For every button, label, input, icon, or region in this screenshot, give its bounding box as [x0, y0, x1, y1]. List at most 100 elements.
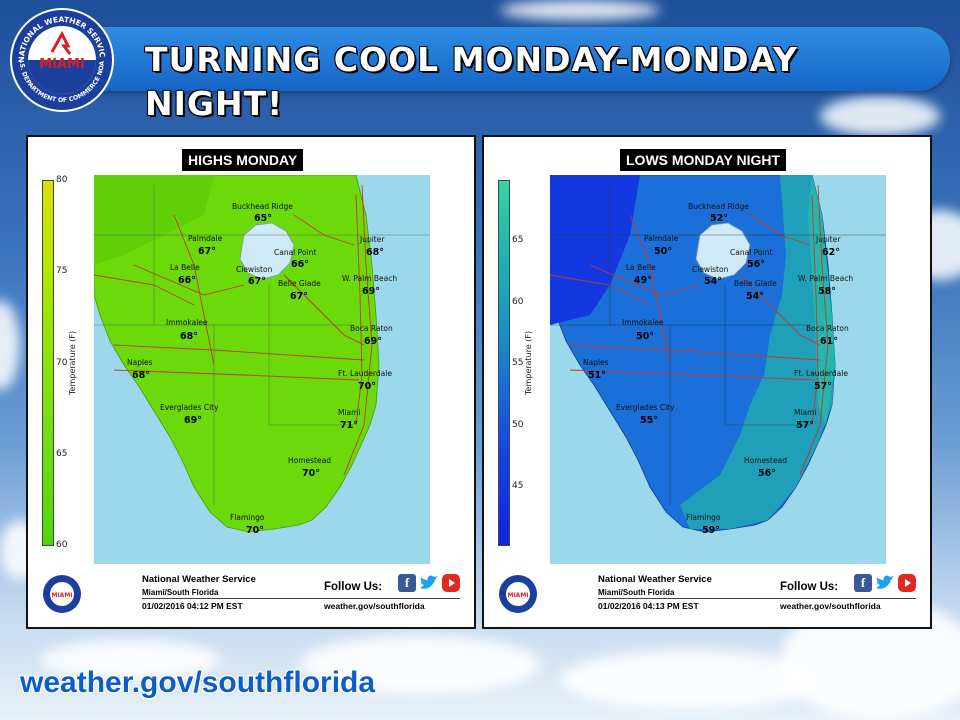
city-name: W. Palm Beach	[798, 274, 853, 283]
facebook-icon[interactable]: f	[398, 574, 416, 592]
city-temp: 70°	[246, 525, 264, 536]
twitter-icon[interactable]	[875, 574, 895, 592]
city-name: Ft. Lauderdale	[794, 369, 848, 378]
nws-office: Miami/South Florida	[142, 588, 219, 597]
city-temp: 49°	[634, 275, 652, 286]
city-temp: 66°	[178, 275, 196, 286]
city-temp: 61°	[820, 336, 838, 347]
cloud	[40, 640, 220, 680]
lows-map-panel: LOWS MONDAY NIGHT 65 60 55 50 45 Tempera…	[482, 135, 932, 629]
city-temp: 54°	[746, 291, 764, 302]
road-network	[94, 184, 373, 476]
footer-website[interactable]: weather.gov/southflorida	[780, 601, 881, 611]
city-name: Canal Point	[274, 248, 316, 257]
scale-tick: 60	[56, 540, 68, 550]
city-temp: 52°	[710, 213, 728, 224]
nws-org-name: National Weather Service	[598, 574, 712, 585]
issue-timestamp: 01/02/2016 04:12 PM EST	[142, 601, 243, 611]
page-title: TURNING COOL MONDAY-MONDAY NIGHT!	[145, 40, 798, 123]
city-temp: 67°	[290, 291, 308, 302]
scale-tick: 75	[56, 266, 68, 276]
city-temp: 67°	[198, 246, 216, 257]
city-name: Jupiter	[359, 235, 385, 244]
city-temp: 58°	[818, 286, 836, 297]
footer-website[interactable]: weather.gov/southflorida	[324, 601, 425, 611]
city-name: Ft. Lauderdale	[338, 369, 392, 378]
city-name: Clewiston	[236, 265, 273, 274]
city-temp: 71°	[340, 420, 358, 431]
footer-divider	[598, 598, 916, 599]
city-temp: 50°	[636, 331, 654, 342]
city-name: Boca Raton	[806, 324, 849, 333]
scale-tick: 45	[512, 481, 524, 491]
city-temp: 69°	[362, 286, 380, 297]
city-name: Miami	[338, 408, 361, 417]
temperature-scale	[498, 180, 510, 546]
city-name: Flamingo	[686, 513, 721, 522]
land-cold-zone	[550, 175, 640, 325]
scale-tick: 80	[56, 175, 68, 185]
cloud	[820, 96, 940, 136]
city-name: Buckhead Ridge	[232, 202, 293, 211]
city-name: La Belle	[626, 263, 656, 272]
issue-timestamp: 01/02/2016 04:13 PM EST	[598, 601, 699, 611]
city-temp: 62°	[822, 247, 840, 258]
cloud	[0, 300, 20, 390]
city-temp: 56°	[747, 259, 765, 270]
city-name: Palmdale	[644, 234, 679, 243]
city-name: Palmdale	[188, 234, 223, 243]
highs-map: Buckhead Ridge 65° Palmdale 67° Canal Po…	[94, 175, 430, 564]
logo-center-text: MIAMI	[39, 57, 85, 72]
scale-tick: 65	[56, 449, 68, 459]
city-name: Buckhead Ridge	[688, 202, 749, 211]
city-temp: 66°	[291, 259, 309, 270]
footer-divider	[142, 598, 460, 599]
city-name: Naples	[583, 358, 609, 367]
county-lines	[550, 185, 886, 505]
follow-us-label: Follow Us:	[324, 581, 383, 593]
scale-tick: 65	[512, 235, 524, 245]
city-temp: 57°	[814, 381, 832, 392]
city-name: Boca Raton	[350, 324, 393, 333]
footer-logo-text: MIAMI	[507, 592, 528, 599]
follow-us-label: Follow Us:	[780, 581, 839, 593]
city-temp: 50°	[654, 246, 672, 257]
city-name: Homestead	[288, 456, 331, 465]
cloud	[500, 0, 660, 20]
city-name: Belle Glade	[734, 279, 777, 288]
cloud	[300, 635, 540, 695]
city-name: Flamingo	[230, 513, 265, 522]
land-coastal-zone	[808, 175, 835, 425]
facebook-icon[interactable]: f	[854, 574, 872, 592]
city-labels: Buckhead Ridge 65° Palmdale 67° Canal Po…	[127, 202, 397, 536]
city-name: Jupiter	[815, 235, 841, 244]
youtube-icon[interactable]	[898, 574, 916, 592]
city-temp: 59°	[702, 525, 720, 536]
city-labels: Buckhead Ridge 52° Palmdale 50° Canal Po…	[583, 202, 853, 536]
city-name: Belle Glade	[278, 279, 321, 288]
youtube-icon[interactable]	[442, 574, 460, 592]
website-link[interactable]: weather.gov/southflorida	[20, 666, 376, 699]
lows-map: Buckhead Ridge 52° Palmdale 50° Canal Po…	[550, 175, 886, 564]
lake-okeechobee	[239, 222, 295, 280]
land-mild-zone	[680, 175, 835, 529]
city-name: Everglades City	[160, 403, 219, 412]
scale-tick: 70	[56, 358, 68, 368]
city-temp: 68°	[180, 331, 198, 342]
city-temp: 70°	[358, 381, 376, 392]
scale-tick: 55	[512, 358, 524, 368]
city-temp: 56°	[758, 468, 776, 479]
city-name: W. Palm Beach	[342, 274, 397, 283]
twitter-icon[interactable]	[419, 574, 439, 592]
scale-tick: 60	[512, 297, 524, 307]
title-banner	[58, 27, 950, 91]
panel-title: LOWS MONDAY NIGHT	[620, 149, 787, 171]
panel-title: HIGHS MONDAY	[182, 149, 304, 171]
city-temp: 68°	[366, 247, 384, 258]
city-name: Homestead	[744, 456, 787, 465]
city-name: Naples	[127, 358, 153, 367]
city-temp: 69°	[184, 415, 202, 426]
footer-logo-text: MIAMI	[51, 592, 72, 599]
highs-map-panel: HIGHS MONDAY 80 75 70 65 60 Temperature …	[26, 135, 476, 629]
city-temp: 54°	[704, 276, 722, 287]
